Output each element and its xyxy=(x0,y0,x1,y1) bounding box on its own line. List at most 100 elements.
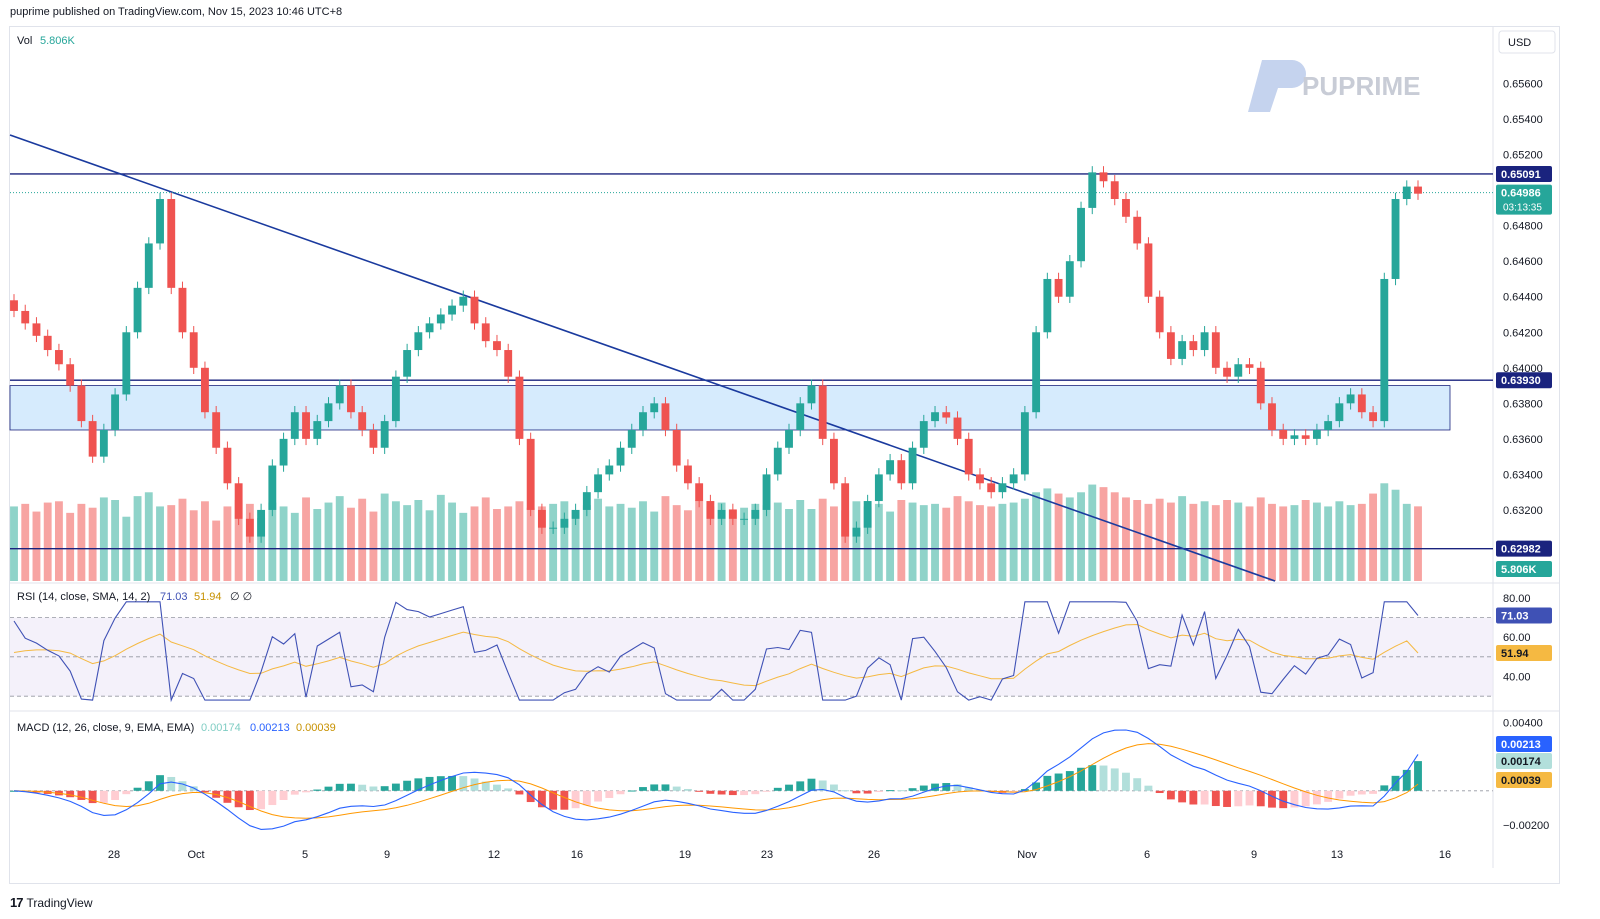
candle-body xyxy=(1268,403,1276,430)
macd-histogram-bar xyxy=(111,790,120,800)
rsi-badge-box xyxy=(1496,607,1552,624)
volume-bar xyxy=(1211,505,1220,581)
candle-body xyxy=(582,492,591,510)
volume-bar xyxy=(111,500,120,581)
macd-histogram-bar xyxy=(560,790,569,810)
macd-histogram-bar xyxy=(1312,790,1321,805)
time-axis-label: 16 xyxy=(1439,849,1451,861)
currency-button[interactable]: USD xyxy=(1498,30,1556,54)
candle-body xyxy=(448,305,456,315)
volume-bar xyxy=(886,511,895,581)
candle-body xyxy=(1391,199,1400,279)
volume-bar xyxy=(88,507,97,581)
candle-body xyxy=(32,323,41,336)
candle-body xyxy=(863,501,872,528)
candle-body xyxy=(1256,367,1265,404)
macd-histogram-bar xyxy=(740,790,749,796)
volume-bar xyxy=(639,501,647,581)
candle-body xyxy=(1077,207,1085,262)
candle-body xyxy=(841,483,850,537)
price-axis-label: 0.64600 xyxy=(1503,256,1543,268)
candle-body xyxy=(43,335,52,351)
volume-bar xyxy=(380,493,389,581)
rsi-extra: ∅ ∅ xyxy=(230,591,252,603)
candle-body xyxy=(1200,332,1209,351)
candle-body xyxy=(122,332,131,395)
macd-label: MACD (12, 26, close, 9, EMA, EMA) xyxy=(17,722,194,734)
macd-histogram-bar xyxy=(347,783,355,791)
time-axis-label: 26 xyxy=(868,849,880,861)
candle-body xyxy=(785,429,793,448)
macd-histogram-bar xyxy=(1256,790,1265,807)
macd-histogram-bar xyxy=(1065,771,1074,791)
candle-body xyxy=(931,412,939,422)
volume-bar xyxy=(740,507,749,581)
candle-body xyxy=(1335,403,1344,422)
candle-body xyxy=(1020,412,1029,475)
volume-bar xyxy=(425,510,434,581)
macd-histogram-bar xyxy=(1290,790,1299,808)
volume-bar xyxy=(77,503,86,581)
macd-histogram-bar xyxy=(537,790,546,808)
macd-histogram-bar xyxy=(841,790,850,792)
volume-bar xyxy=(223,506,232,581)
candle-body xyxy=(1088,172,1097,208)
macd-histogram-bar xyxy=(751,790,760,795)
volume-bar xyxy=(773,502,782,581)
volume-bar xyxy=(706,506,715,581)
candle-body xyxy=(807,385,816,404)
candle-body xyxy=(111,394,120,430)
volume-bar xyxy=(1369,493,1378,581)
volume-bar xyxy=(874,503,883,581)
volume-bar xyxy=(403,505,412,581)
macd-histogram-bar xyxy=(515,790,524,795)
volume-bar xyxy=(919,505,928,581)
macd-histogram-bar xyxy=(290,790,299,795)
candle-body xyxy=(156,199,164,244)
macd-histogram-bar xyxy=(1110,768,1119,791)
price-badge-low-line: 0.62982 xyxy=(1501,544,1541,556)
watermark-text: PUPRIME xyxy=(1302,71,1420,101)
macd-histogram-bar xyxy=(88,790,97,804)
macd-hist-value: 0.00174 xyxy=(201,722,241,734)
candle-body xyxy=(21,310,30,324)
volume-bar xyxy=(616,503,625,581)
macd-histogram-bar xyxy=(1189,790,1198,805)
volume-bar xyxy=(1357,503,1366,581)
macd-histogram-bar xyxy=(886,790,895,792)
candle-body xyxy=(347,385,355,413)
macd-histogram-bar xyxy=(425,776,434,791)
time-axis-label: Nov xyxy=(1017,849,1037,861)
candle-body xyxy=(358,412,367,430)
macd-histogram-bar xyxy=(650,784,659,791)
volume-bar xyxy=(201,501,209,581)
candle-body xyxy=(77,385,86,422)
candle-body xyxy=(504,350,513,377)
macd-histogram-bar xyxy=(1155,790,1164,794)
rsi-sma-badge-box xyxy=(1496,645,1552,662)
macd-histogram-bar xyxy=(1032,782,1041,791)
macd-histogram-bar xyxy=(717,790,726,795)
volume-bar xyxy=(1200,501,1209,581)
volume-bar xyxy=(897,500,906,581)
candle-body xyxy=(1178,341,1187,359)
candle-body xyxy=(852,527,861,537)
candle-body xyxy=(886,460,895,475)
candle-body xyxy=(403,350,412,377)
candle-body xyxy=(897,460,906,484)
footer-brand[interactable]: TradingView xyxy=(26,895,93,910)
candle-body xyxy=(1279,429,1288,439)
candle-body xyxy=(470,296,479,324)
candle-body xyxy=(369,429,378,448)
volume-bar xyxy=(818,498,827,581)
macd-badge: 0.00213 xyxy=(1501,739,1541,751)
macd-hist-badge-box xyxy=(1496,753,1552,769)
currency-button-box xyxy=(1498,30,1556,54)
volume-bar xyxy=(347,507,355,581)
macd-histogram-bar xyxy=(706,790,715,794)
macd-histogram-bar xyxy=(268,790,277,806)
price-badge-top-line-box xyxy=(1496,165,1552,182)
candle-body xyxy=(773,447,782,475)
volume-bar xyxy=(560,501,569,581)
